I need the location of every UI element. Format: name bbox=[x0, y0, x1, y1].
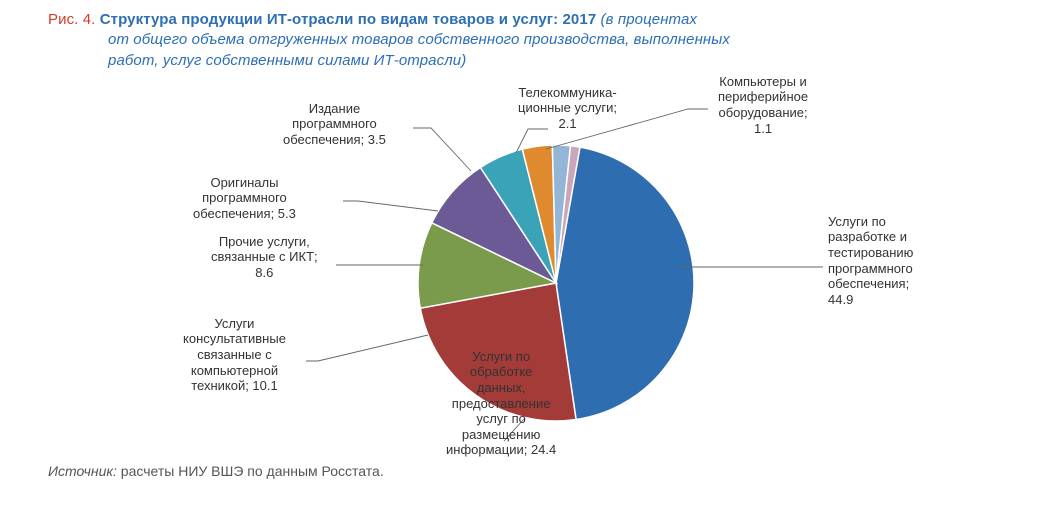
source-text: расчеты НИУ ВШЭ по данным Росстата. bbox=[117, 463, 384, 479]
slice-label: Телекоммуника- ционные услуги; 2.1 bbox=[518, 85, 617, 132]
pie-chart: Услуги по разработке и тестированию прог… bbox=[48, 71, 1016, 461]
figure-subtitle-inline: (в процентах bbox=[601, 11, 697, 28]
leader-line bbox=[343, 201, 438, 211]
leader-line bbox=[413, 128, 471, 171]
figure-title: Структура продукции ИТ-отрасли по видам … bbox=[100, 11, 597, 28]
figure-page: Рис. 4. Структура продукции ИТ-отрасли п… bbox=[0, 0, 1044, 526]
figure-subtitle-line3: работ, услуг собственными силами ИТ-отра… bbox=[48, 51, 1016, 71]
slice-label: Услуги по разработке и тестированию прог… bbox=[828, 214, 913, 308]
source-line: Источник: расчеты НИУ ВШЭ по данным Росс… bbox=[48, 463, 1016, 479]
slice-label: Услуги консультативные связанные с компь… bbox=[183, 316, 286, 394]
slice-label: Услуги по обработке данных, предоставлен… bbox=[446, 349, 556, 458]
source-label: Источник: bbox=[48, 463, 117, 479]
leader-line bbox=[306, 335, 428, 361]
slice-label: Оригиналы программного обеспечения; 5.3 bbox=[193, 175, 296, 222]
figure-label: Рис. 4. bbox=[48, 11, 95, 28]
figure-subtitle-line2: от общего объема отгруженных товаров соб… bbox=[48, 30, 1016, 50]
slice-label: Издание программного обеспечения; 3.5 bbox=[283, 101, 386, 148]
pie-slice bbox=[556, 147, 694, 419]
figure-caption: Рис. 4. Структура продукции ИТ-отрасли п… bbox=[48, 10, 1016, 71]
slice-label: Компьютеры и периферийное оборудование; … bbox=[718, 74, 808, 136]
slice-label: Прочие услуги, связанные с ИКТ; 8.6 bbox=[211, 234, 318, 281]
